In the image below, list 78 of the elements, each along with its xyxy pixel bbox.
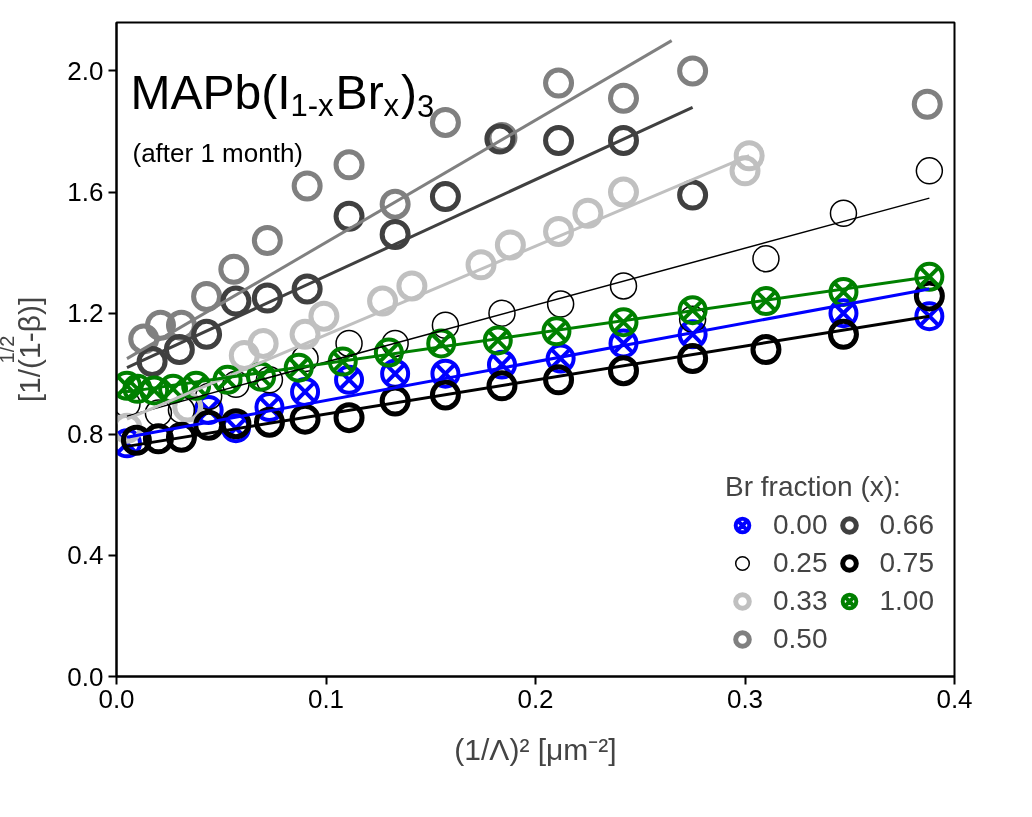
point	[308, 300, 340, 332]
point	[911, 88, 943, 120]
point	[191, 318, 223, 350]
legend-label: 0.00	[773, 509, 828, 541]
legend-label: 0.33	[773, 585, 828, 617]
point	[733, 140, 765, 172]
point	[163, 334, 195, 365]
point	[494, 229, 526, 261]
y-tick-label: 1.2	[67, 298, 104, 329]
point	[543, 67, 575, 99]
point	[465, 249, 497, 281]
legend-label: 0.50	[773, 623, 828, 655]
point	[608, 307, 639, 338]
point	[327, 346, 358, 377]
point	[426, 328, 457, 359]
point	[396, 270, 428, 302]
point	[283, 352, 314, 383]
point	[136, 346, 168, 378]
point	[607, 82, 639, 114]
point	[289, 318, 321, 350]
point	[193, 409, 225, 441]
point	[429, 379, 461, 411]
legend-label: 1.00	[879, 585, 934, 617]
point	[379, 218, 411, 250]
point	[729, 155, 761, 187]
legend-label: 0.66	[879, 509, 934, 541]
point	[750, 334, 782, 365]
point	[191, 281, 223, 312]
point	[247, 327, 279, 359]
point	[677, 179, 709, 211]
point	[572, 197, 604, 229]
point	[333, 149, 365, 181]
x-tick-label: 0.1	[307, 683, 345, 714]
point	[333, 402, 365, 434]
point	[607, 176, 639, 208]
point	[251, 282, 283, 314]
point	[543, 364, 575, 396]
point	[541, 316, 572, 347]
point	[144, 309, 176, 341]
point	[607, 125, 639, 157]
x-tick-label: 0.2	[517, 683, 554, 714]
text: (after 1 month)	[132, 137, 304, 168]
point	[122, 373, 153, 404]
point	[750, 286, 781, 317]
point	[367, 285, 399, 317]
point	[827, 318, 859, 350]
point	[607, 355, 639, 387]
point	[486, 370, 518, 402]
x-tick-label: 0.3	[726, 683, 764, 714]
legend-title: Br fraction (x):	[725, 471, 902, 503]
point	[373, 337, 404, 368]
point	[142, 423, 174, 455]
y-tick-label: 0.4	[67, 540, 104, 571]
point	[120, 424, 152, 456]
point	[429, 181, 461, 213]
point	[677, 55, 709, 87]
point	[139, 375, 170, 406]
point	[251, 225, 283, 256]
point	[482, 325, 513, 356]
point	[677, 295, 708, 326]
y-tick-label: 1.6	[67, 177, 104, 208]
legend-label: 0.75	[879, 547, 934, 579]
point	[220, 285, 252, 317]
point	[291, 170, 323, 202]
x-tick-label: 0.4	[936, 683, 973, 714]
point	[218, 253, 250, 285]
x-axis-title: (1/Λ)² [μm⁻²]	[454, 732, 617, 766]
point	[379, 188, 411, 220]
legend-label: 0.25	[773, 547, 828, 579]
y-tick-label: 0.8	[67, 419, 104, 450]
point	[543, 125, 575, 157]
point	[290, 376, 321, 407]
point	[543, 215, 575, 247]
y-tick-label: 2.0	[67, 55, 104, 86]
point	[291, 273, 323, 305]
point	[677, 343, 709, 375]
point	[228, 340, 260, 372]
point	[289, 403, 321, 435]
